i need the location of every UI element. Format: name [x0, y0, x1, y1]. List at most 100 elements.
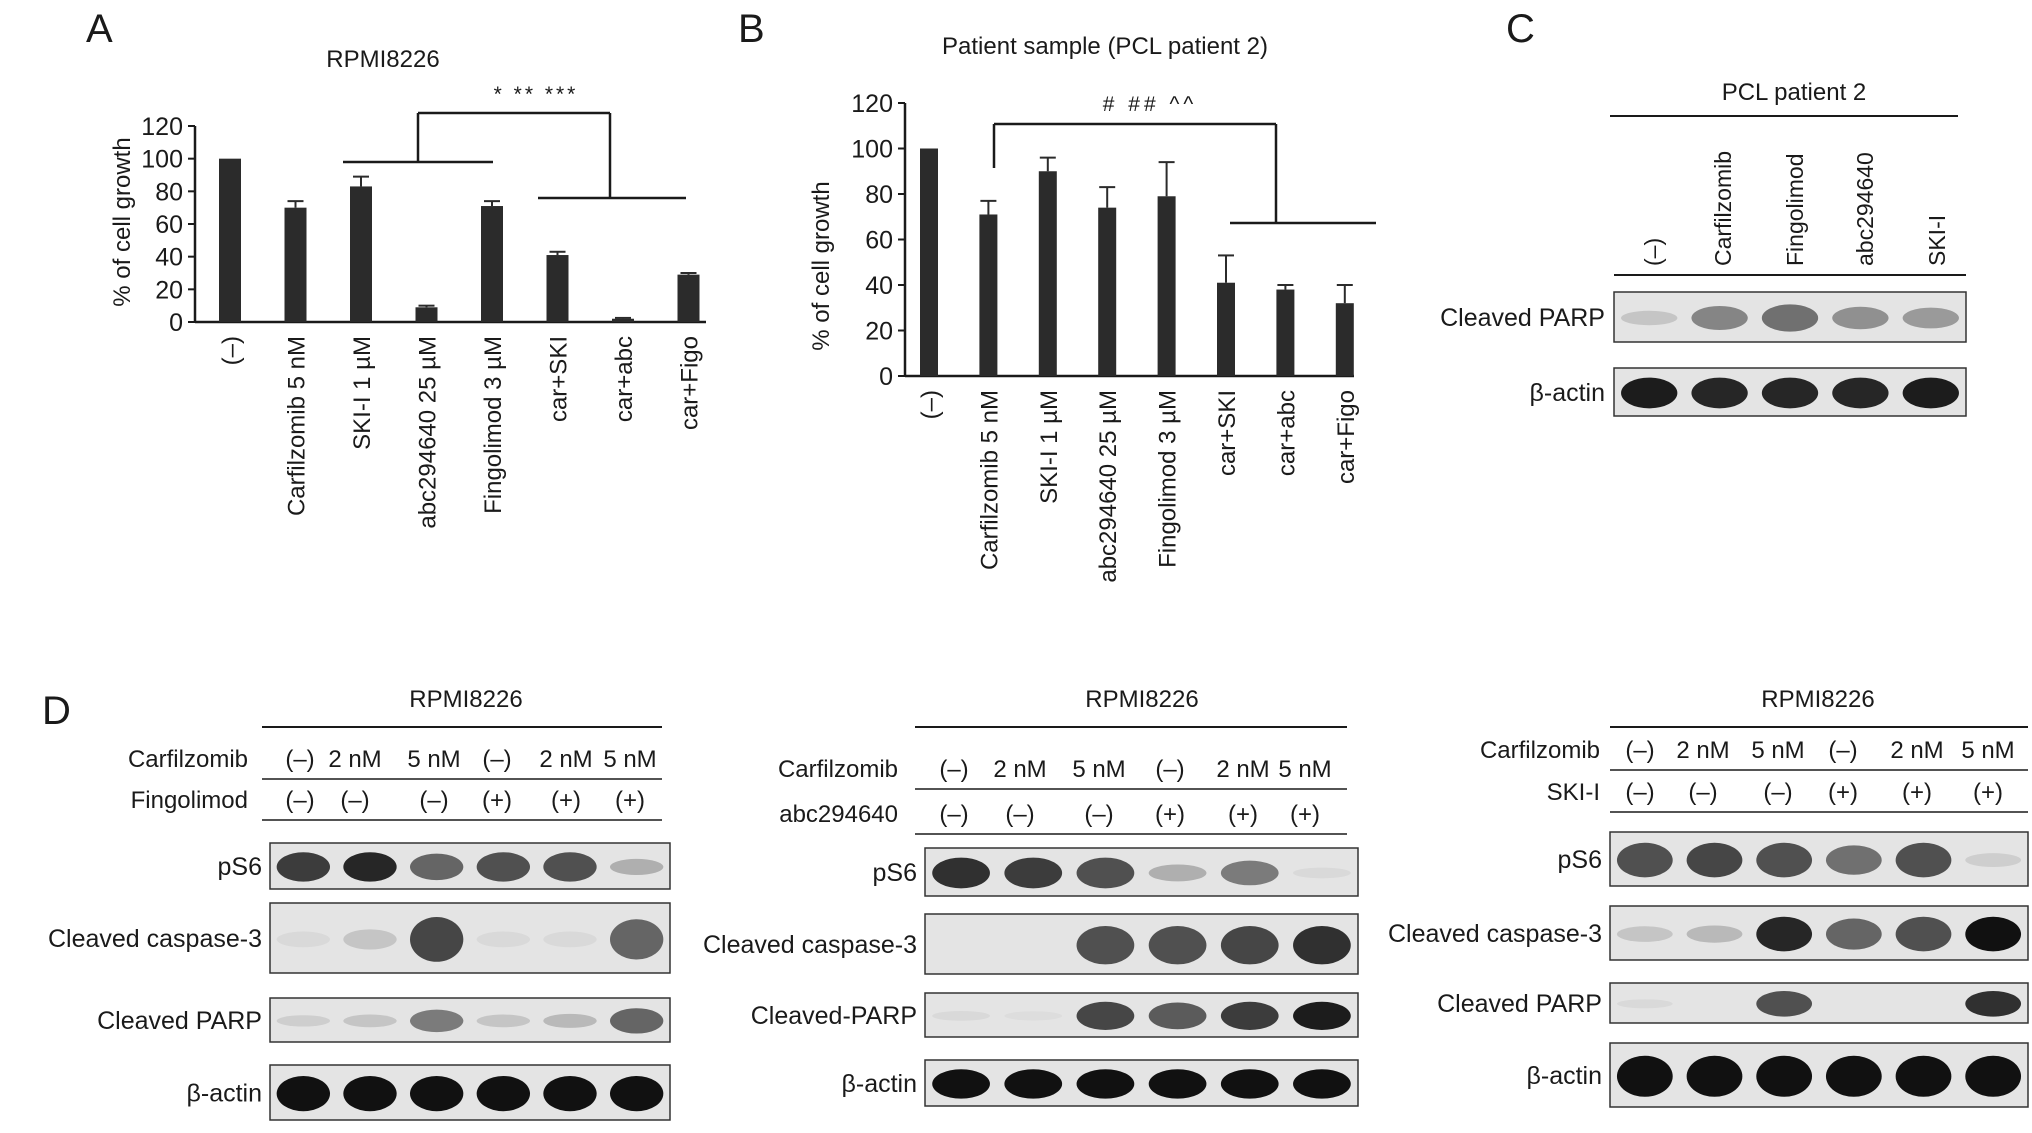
treatment-value: (–)	[1688, 779, 1717, 806]
blot-band	[276, 1015, 331, 1027]
x-tick-label: car+SKI	[546, 336, 573, 422]
blot-band	[1756, 916, 1813, 952]
blot-row-label: Cleaved PARP	[1437, 990, 1602, 1018]
panel-b-chart: 0 20 40 60 80 100 120 (–) Carfilzomib 5 nM SKI-I …	[851, 90, 1360, 583]
blot-band	[343, 1014, 397, 1028]
treatment-value: (–)	[1625, 737, 1654, 764]
blot-band	[410, 917, 464, 962]
blot-band	[1616, 926, 1673, 942]
blot-band	[410, 853, 464, 881]
blot-strip	[1609, 831, 2029, 887]
panel-d-letter: D	[42, 689, 71, 733]
panel-d: D RPMI8226 Carfilzomib (–) 2 nM 5 nM (–) 2 nM 5…	[42, 686, 2029, 1121]
blot-band	[1148, 864, 1207, 882]
blot-row-label: β-actin	[1529, 379, 1605, 407]
blot-strip	[1609, 1042, 2029, 1108]
panel-b-letter: B	[738, 7, 765, 51]
bar	[546, 255, 569, 322]
lane-label: abc294640	[1852, 152, 1878, 266]
blot-band	[1691, 306, 1748, 330]
panel-b-title: Patient sample (PCL patient 2)	[942, 33, 1268, 60]
bar	[284, 207, 307, 322]
blot-band	[1616, 842, 1673, 878]
blot-band	[543, 1013, 597, 1028]
panel-b-ylabel: % of cell growth	[808, 181, 835, 350]
blot-band	[410, 1009, 464, 1033]
blot-title: RPMI8226	[1761, 686, 1874, 713]
blot-row-label: pS6	[1558, 846, 1602, 874]
blot-band	[1825, 1055, 1882, 1097]
blot-strip	[924, 1059, 1359, 1107]
blot-band	[1761, 304, 1819, 332]
blot-band	[1756, 842, 1813, 878]
blot-band	[1004, 857, 1063, 889]
lane-label: SKI-I	[1924, 215, 1950, 266]
blot-band	[1895, 1055, 1952, 1097]
treatment-value: 5 nM	[1751, 737, 1804, 764]
blot-band	[1621, 377, 1678, 409]
blot-band	[1076, 1069, 1135, 1099]
blot-band	[1965, 853, 2022, 867]
blot-strip	[924, 992, 1359, 1038]
x-tick-label: abc294640 25 µM	[1095, 390, 1122, 583]
blot-band	[1148, 1002, 1207, 1030]
treatment-value: (+)	[1902, 779, 1932, 806]
treatment-value: (–)	[1828, 737, 1857, 764]
panel-d-blot-fingolimod: RPMI8226 Carfilzomib (–) 2 nM 5 nM (–) 2 nM 5 n…	[48, 686, 671, 1121]
blot-row-label: pS6	[873, 859, 917, 887]
bar	[920, 148, 938, 376]
bar	[1217, 282, 1235, 376]
blot-band	[1148, 1069, 1207, 1099]
blot-band	[1621, 310, 1678, 326]
blot-band	[476, 1076, 530, 1112]
treatment-value: (+)	[1828, 779, 1858, 806]
panel-c: C PCL patient 2 (–) Carfilzomib Fingolimod…	[1440, 7, 1967, 417]
lane-label: Fingolimod	[1782, 154, 1808, 267]
blot-row-label: Cleaved caspase-3	[48, 925, 262, 953]
blot-row-label: β-actin	[186, 1080, 262, 1108]
blot-band	[476, 1014, 530, 1028]
blot-band	[343, 929, 397, 950]
treatment-value: 5 nM	[603, 746, 656, 773]
treatment-value: (+)	[551, 787, 581, 814]
x-tick-label: Fingolimod 3 µM	[480, 336, 507, 514]
blot-title: RPMI8226	[409, 686, 522, 713]
panel-a-chart: 0 20 40 60 80 100 120 (–) Carfilzomib 5 nM SKI-I …	[141, 113, 706, 529]
blot-band	[1756, 991, 1813, 1017]
blot-strip	[269, 997, 671, 1043]
y-tick-label: 120	[851, 90, 893, 118]
y-tick-label: 20	[155, 276, 183, 304]
x-tick-label: abc294640 25 µM	[415, 336, 442, 529]
blot-row-label: β-actin	[1526, 1062, 1602, 1090]
blot-row-label: Cleaved PARP	[97, 1007, 262, 1035]
treatment-value: (–)	[285, 787, 314, 814]
panel-a-letter: A	[86, 7, 113, 51]
y-tick-label: 100	[851, 136, 893, 164]
treatment-value: (+)	[1973, 779, 2003, 806]
treatment-value: 5 nM	[1278, 756, 1331, 783]
blot-title: RPMI8226	[1085, 686, 1198, 713]
blot-band	[1148, 926, 1207, 965]
blot-band	[276, 852, 331, 882]
treatment-value: 2 nM	[993, 756, 1046, 783]
treatment-value: 2 nM	[1676, 737, 1729, 764]
bar	[979, 214, 998, 376]
blot-band	[1895, 916, 1952, 952]
x-tick-label: SKI-I 1 µM	[1036, 390, 1063, 504]
blot-band	[932, 1010, 990, 1021]
bar	[350, 186, 372, 322]
treatment-value: (–)	[340, 787, 369, 814]
blot-band	[1965, 1055, 2022, 1097]
blot-band	[1686, 842, 1743, 878]
y-tick-label: 60	[155, 211, 183, 239]
blot-band	[343, 1076, 397, 1112]
blot-band	[1076, 857, 1135, 889]
treatment-value: 5 nM	[1961, 737, 2014, 764]
blot-band	[1293, 926, 1351, 965]
blot-row-label: Cleaved caspase-3	[703, 931, 917, 959]
lane-label: (–)	[1640, 238, 1666, 266]
blot-band	[343, 852, 397, 882]
treatment-value: 2 nM	[328, 746, 381, 773]
bar	[1157, 196, 1176, 376]
x-tick-label: car+Figo	[1333, 390, 1360, 484]
